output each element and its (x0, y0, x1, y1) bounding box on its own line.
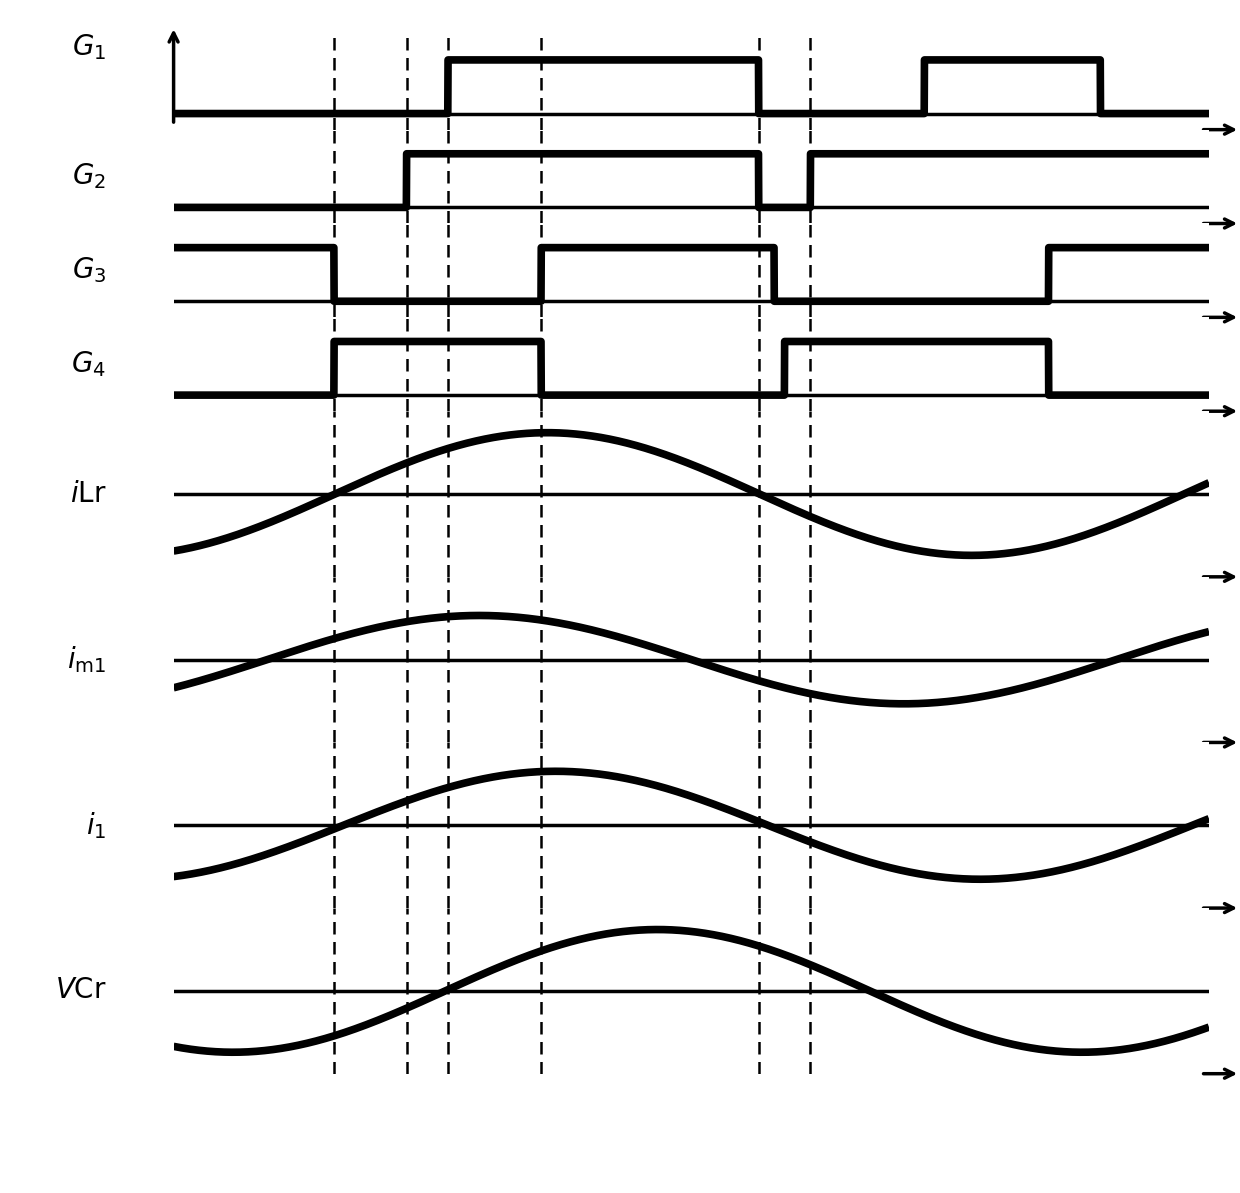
Text: $i\mathrm{Lr}$: $i\mathrm{Lr}$ (69, 481, 107, 507)
Text: $G_1$: $G_1$ (72, 32, 107, 62)
Text: $G_3$: $G_3$ (72, 255, 107, 285)
Text: $G_4$: $G_4$ (72, 350, 107, 379)
Text: $i_{\mathrm{m1}}$: $i_{\mathrm{m1}}$ (67, 644, 107, 675)
Text: $G_2$: $G_2$ (72, 162, 107, 191)
Text: $V\mathrm{Cr}$: $V\mathrm{Cr}$ (55, 977, 107, 1005)
Text: $i_1$: $i_1$ (86, 810, 107, 841)
